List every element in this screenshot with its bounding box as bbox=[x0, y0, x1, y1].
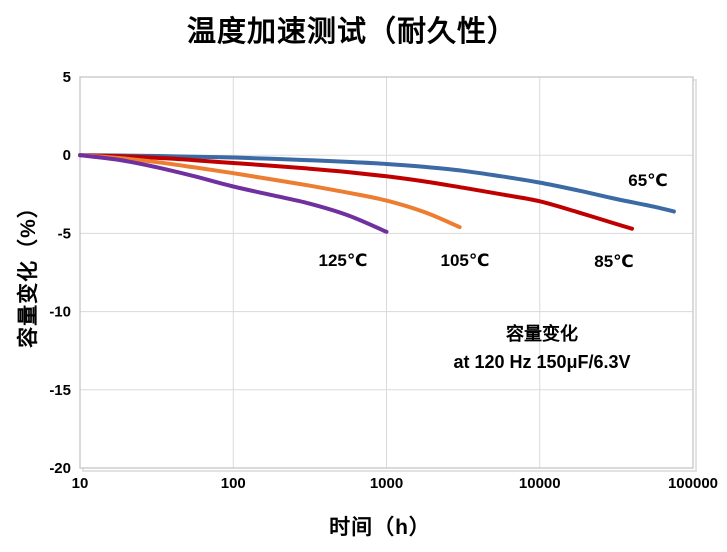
y-tick-label: 5 bbox=[63, 69, 71, 86]
chart-annotation: 容量变化 at 120 Hz 150μF/6.3V bbox=[453, 320, 630, 376]
y-tick-label: -20 bbox=[49, 460, 71, 477]
plot-frame bbox=[79, 76, 694, 469]
series-curve-105c bbox=[78, 153, 462, 230]
series-label-105c: 105℃ bbox=[440, 251, 490, 270]
x-tick-label: 10000 bbox=[519, 475, 561, 492]
y-tick-label: 0 bbox=[63, 147, 71, 164]
x-axis-title: 时间（h） bbox=[329, 516, 431, 539]
series-curve-85c bbox=[78, 153, 634, 231]
y-tick-label: -10 bbox=[49, 304, 71, 321]
y-tick-label: -5 bbox=[58, 225, 71, 242]
x-tick-label: 100 bbox=[221, 475, 246, 492]
chart-title: 温度加速测试（耐久性） bbox=[186, 16, 517, 48]
x-tick-label: 100000 bbox=[668, 475, 718, 492]
series-label-85c: 85℃ bbox=[594, 252, 634, 271]
annotation-line-2: at 120 Hz 150μF/6.3V bbox=[453, 352, 631, 372]
series-label-65c: 65℃ bbox=[628, 171, 668, 190]
y-axis-title: 容量变化（%） bbox=[17, 196, 40, 348]
series-curve-65c bbox=[78, 153, 676, 214]
series-curve-125c bbox=[78, 153, 389, 234]
x-tick-label: 1000 bbox=[370, 475, 403, 492]
x-tick-label: 10 bbox=[72, 475, 89, 492]
y-tick-label: -15 bbox=[49, 382, 71, 399]
series-label-125c: 125℃ bbox=[318, 251, 368, 270]
annotation-line-1: 容量变化 bbox=[505, 324, 578, 344]
